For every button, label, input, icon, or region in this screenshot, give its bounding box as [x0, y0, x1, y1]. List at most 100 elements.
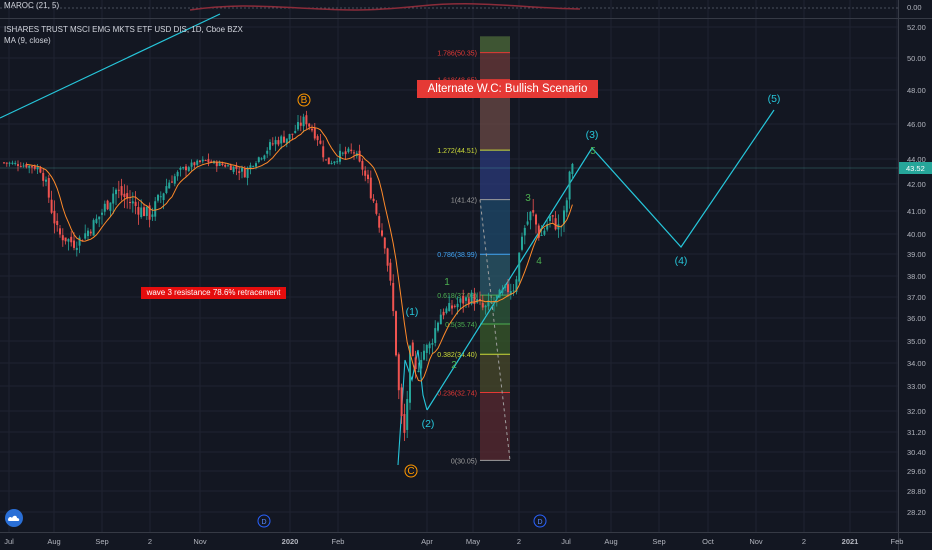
indicator-value-label: 0.00	[907, 3, 922, 12]
candle-body	[249, 165, 252, 170]
candle-body	[165, 186, 168, 194]
candle-body	[509, 291, 512, 295]
candle-body	[39, 167, 42, 173]
candle-body	[319, 140, 322, 144]
candle-body	[67, 239, 70, 242]
wave3-resistance-note[interactable]: wave 3 resistance 78.6% retracement	[141, 287, 286, 299]
price-tick-label: 40.00	[907, 230, 926, 239]
candle-body	[512, 290, 515, 292]
candle-body	[459, 298, 462, 303]
fib-level-label: 1(41.42)	[451, 198, 477, 205]
candle-body	[134, 201, 137, 206]
candle-body	[159, 196, 162, 198]
candle-body	[179, 167, 182, 170]
price-tick-label: 46.00	[907, 120, 926, 129]
dividend-marker-label: D	[537, 519, 542, 526]
candle-body	[137, 207, 140, 215]
candle-body	[168, 182, 171, 189]
candle-body	[45, 179, 47, 182]
candle-body	[381, 230, 383, 236]
candle-body	[465, 297, 467, 301]
candle-body	[425, 344, 428, 353]
bullish-scenario-banner[interactable]: Alternate W.C: Bullish Scenario	[417, 80, 598, 98]
candle-body	[50, 199, 53, 213]
candle-body	[372, 198, 375, 202]
candle-body	[339, 150, 341, 162]
fib-level-label: 0.236(32.74)	[437, 391, 477, 398]
time-tick-label: Aug	[47, 537, 60, 546]
price-tick-label: 32.00	[907, 407, 926, 416]
candle-body	[484, 305, 487, 308]
candle-body	[61, 235, 64, 241]
candle-body	[59, 228, 61, 235]
candle-body	[406, 399, 409, 430]
candle-body	[73, 240, 75, 248]
candle-body	[87, 230, 89, 237]
dividend-marker-label: D	[261, 519, 266, 526]
candle-body	[563, 210, 565, 224]
candle-body	[204, 160, 207, 162]
candle-body	[193, 162, 196, 166]
candle-body	[176, 171, 179, 177]
candle-body	[299, 122, 302, 126]
candle-body	[411, 342, 414, 356]
last-price-label: 43.52	[906, 164, 925, 173]
candle-body	[126, 193, 129, 199]
candle-body	[187, 167, 190, 171]
candle-body	[56, 220, 59, 226]
fib-zone	[480, 392, 510, 461]
candle-body	[330, 163, 333, 165]
candle-body	[546, 224, 549, 230]
time-tick-label: Jul	[561, 537, 571, 546]
candle-body	[551, 215, 554, 217]
candle-body	[389, 262, 392, 281]
candle-body	[196, 160, 199, 165]
fib-zone	[480, 150, 510, 200]
candle-body	[397, 354, 400, 391]
fib-level-label: 1.272(44.51)	[437, 148, 477, 155]
candle-body	[92, 220, 95, 236]
candle-body	[344, 151, 347, 155]
price-tick-label: 28.80	[907, 487, 926, 496]
time-tick-label: 2021	[842, 537, 859, 546]
candle-body	[297, 122, 299, 130]
candle-body	[526, 221, 529, 225]
candle-body	[305, 115, 308, 125]
candle-body	[392, 282, 395, 312]
fib-level-label: 0(30.05)	[451, 458, 477, 465]
candle-body	[445, 308, 448, 313]
candle-body	[400, 387, 403, 417]
candle-body	[571, 163, 574, 175]
candle-body	[439, 314, 442, 325]
symbol-legend[interactable]: ISHARES TRUST MSCI EMG MKTS ETF USD DIS,…	[4, 25, 243, 34]
candle-body	[157, 194, 159, 201]
candle-body	[353, 152, 355, 154]
tradingview-logo-icon[interactable]	[5, 509, 23, 527]
candle-body	[369, 177, 372, 199]
candle-body	[101, 212, 103, 215]
candle-body	[504, 284, 507, 288]
candle-body	[423, 350, 425, 360]
candle-body	[145, 206, 148, 216]
time-tick-label: Feb	[332, 537, 345, 546]
ma-legend[interactable]: MA (9, close)	[4, 36, 51, 45]
candle-body	[361, 160, 364, 170]
indicator-line	[189, 3, 581, 11]
fib-zone	[480, 199, 510, 255]
candle-body	[420, 359, 423, 369]
wave-label: 4	[536, 256, 542, 267]
time-tick-label: Jul	[4, 537, 14, 546]
candle-body	[479, 299, 481, 301]
candle-body	[260, 158, 263, 160]
price-tick-label: 38.00	[907, 272, 926, 281]
candle-body	[173, 176, 176, 184]
candle-body	[33, 166, 36, 169]
candle-body	[383, 237, 386, 249]
wave-label: (4)	[675, 255, 688, 267]
candle-body	[409, 345, 411, 403]
candle-body	[277, 140, 280, 145]
candle-body	[518, 252, 521, 282]
indicator-legend[interactable]: MAROC (21, 5)	[4, 1, 60, 10]
candle-body	[241, 167, 243, 172]
wave-label: 1	[444, 277, 450, 288]
